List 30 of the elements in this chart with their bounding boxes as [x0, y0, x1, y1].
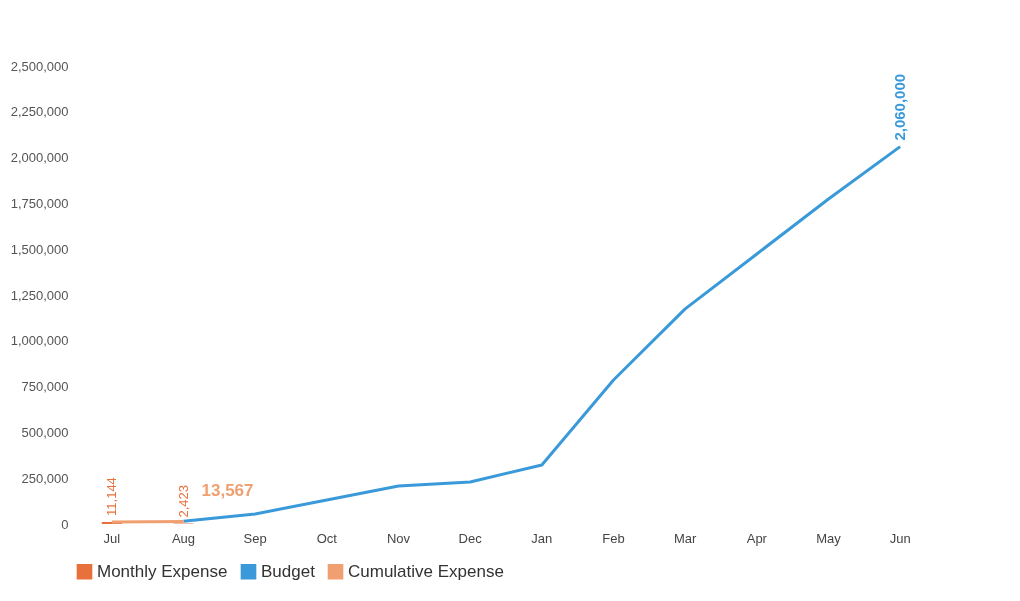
- legend-label: Monthly Expense: [97, 561, 228, 581]
- data-label: 2,423: [175, 485, 191, 518]
- y-tick-label: 2,000,000: [10, 150, 69, 166]
- x-tick-label: May: [816, 530, 842, 546]
- y-tick-label: 2,250,000: [10, 104, 69, 120]
- x-tick-label: Feb: [602, 530, 625, 546]
- data-label: 11,144: [103, 477, 119, 516]
- x-tick-label: Mar: [673, 530, 698, 546]
- x-tick-label: Nov: [386, 530, 411, 546]
- x-tick-label: Jun: [889, 530, 911, 546]
- x-tick-label: Apr: [746, 530, 768, 546]
- y-tick-label: 1,500,000: [10, 241, 69, 257]
- x-tick-label: Jul: [103, 530, 121, 546]
- legend-label: Cumulative Expense: [348, 561, 504, 581]
- y-tick-label: 1,000,000: [10, 333, 69, 349]
- data-label: 13,567: [201, 480, 254, 500]
- x-tick-label: Jan: [531, 530, 553, 546]
- y-tick-label: 500,000: [21, 424, 69, 440]
- y-tick-label: 250,000: [21, 470, 69, 486]
- y-tick-label: 0: [61, 516, 69, 532]
- y-tick-label: 2,500,000: [10, 58, 69, 74]
- x-tick-label: Dec: [458, 530, 483, 546]
- x-tick-label: Aug: [171, 530, 196, 546]
- x-tick-label: Sep: [243, 530, 267, 546]
- y-tick-label: 1,750,000: [10, 195, 69, 211]
- y-tick-label: 750,000: [21, 379, 69, 395]
- legend-label: Budget: [261, 561, 316, 581]
- data-label: 2,060,000: [891, 73, 909, 141]
- y-tick-label: 1,250,000: [10, 287, 69, 303]
- x-tick-label: Oct: [316, 530, 338, 546]
